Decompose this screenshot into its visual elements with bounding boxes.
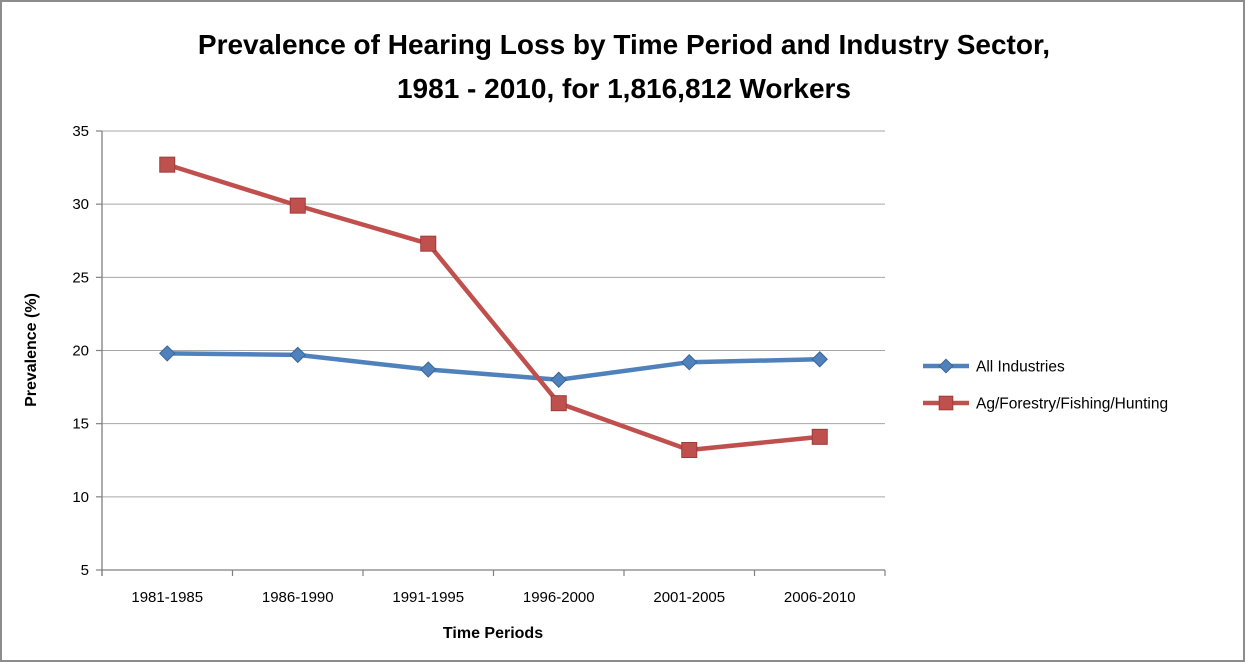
series-ag-forestry-fishing-hunting — [159, 156, 828, 459]
y-tick-label: 30 — [72, 196, 89, 213]
x-tick-label: 1996-2000 — [523, 589, 595, 606]
y-tick-label: 5 — [81, 562, 89, 579]
data-point-all-industries — [550, 371, 567, 388]
x-tick-label: 1981-1985 — [131, 589, 203, 606]
y-axis-title: Prevalence (%) — [23, 293, 40, 407]
data-point-ag-forestry-fishing-hunting — [681, 442, 698, 459]
data-point-ag-forestry-fishing-hunting — [289, 197, 306, 214]
plot-area: 5 10 15 20 25 30 35 1981-1985 1986-1990 1991-1995… — [72, 123, 886, 606]
x-tick-label: 2001-2005 — [653, 589, 725, 606]
data-point-ag-forestry-fishing-hunting — [550, 395, 567, 412]
data-point-all-industries — [289, 346, 306, 364]
chart-title-line2: 1981 - 2010, for 1,816,812 Workers — [397, 73, 851, 104]
x-tick-label: 1991-1995 — [392, 589, 464, 606]
data-point-all-industries — [811, 351, 828, 368]
data-point-ag-forestry-fishing-hunting — [420, 235, 437, 252]
data-point-ag-forestry-fishing-hunting — [811, 428, 828, 445]
y-tick-label: 20 — [72, 343, 89, 360]
y-tick-label: 25 — [72, 269, 89, 286]
chart-title-line1: Prevalence of Hearing Loss by Time Perio… — [198, 29, 1050, 60]
x-axis-title: Time Periods — [443, 625, 543, 642]
y-tick-label: 15 — [72, 416, 89, 433]
legend: All Industries Ag/Forestry/Fishing/Huntin… — [923, 358, 1168, 413]
legend-marker-diamond — [938, 358, 954, 374]
x-tick-label: 2006-2010 — [784, 589, 856, 606]
series-all-industries — [159, 345, 828, 388]
series-line-all-industries — [165, 351, 822, 383]
legend-marker-square — [938, 395, 954, 411]
legend-item: All Industries — [923, 358, 1065, 376]
data-point-ag-forestry-fishing-hunting — [159, 156, 176, 173]
x-tick-label: 1986-1990 — [262, 589, 334, 606]
data-point-all-industries — [159, 345, 176, 362]
y-tick-label: 10 — [72, 489, 89, 506]
legend-label: All Industries — [976, 359, 1065, 376]
legend-item: Ag/Forestry/Fishing/Hunting — [923, 396, 1168, 413]
series-line-ag-forestry-fishing-hunting — [165, 162, 822, 453]
data-point-all-industries — [420, 361, 437, 378]
data-point-all-industries — [681, 353, 698, 371]
y-tick-label: 35 — [72, 123, 89, 140]
legend-label: Ag/Forestry/Fishing/Hunting — [976, 396, 1168, 413]
